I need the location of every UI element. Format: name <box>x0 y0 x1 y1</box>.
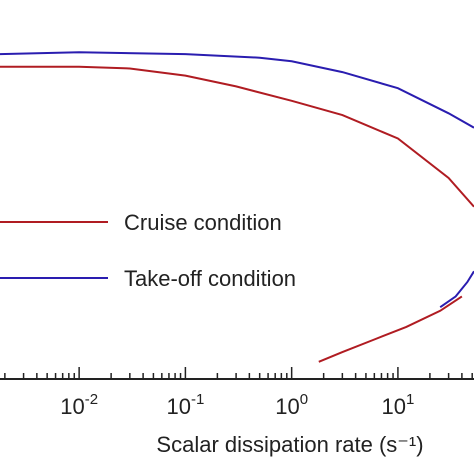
series-layer <box>0 51 474 363</box>
x-tick-base: 10 <box>382 394 406 419</box>
series-takeoff-lower <box>439 270 474 309</box>
x-tick-label: 10-2 <box>60 391 98 419</box>
legend-label-cruise: Cruise condition <box>124 210 282 235</box>
x-tick-exponent: -1 <box>191 391 204 408</box>
series-cruise-upper <box>0 65 474 208</box>
x-tick-label: 101 <box>382 391 415 419</box>
series-takeoff-upper <box>0 51 474 129</box>
x-tick-exponent: 0 <box>300 391 308 408</box>
x-tick-base: 10 <box>166 394 190 419</box>
x-tick-label: 10-1 <box>166 391 204 419</box>
series-cruise-lower <box>318 295 463 363</box>
x-tick-exponent: 1 <box>406 391 414 408</box>
legend-label-takeoff: Take-off condition <box>124 266 296 291</box>
x-axis-title: Scalar dissipation rate (s⁻¹) <box>156 432 423 457</box>
x-tick-base: 10 <box>275 394 299 419</box>
legend: Cruise condition Take-off condition <box>0 210 296 291</box>
x-tick-base: 10 <box>60 394 84 419</box>
x-tick-exponent: -2 <box>85 391 98 408</box>
x-ticks: 10-2 10-1 100 101 <box>4 367 473 419</box>
x-tick-label: 100 <box>275 391 308 419</box>
